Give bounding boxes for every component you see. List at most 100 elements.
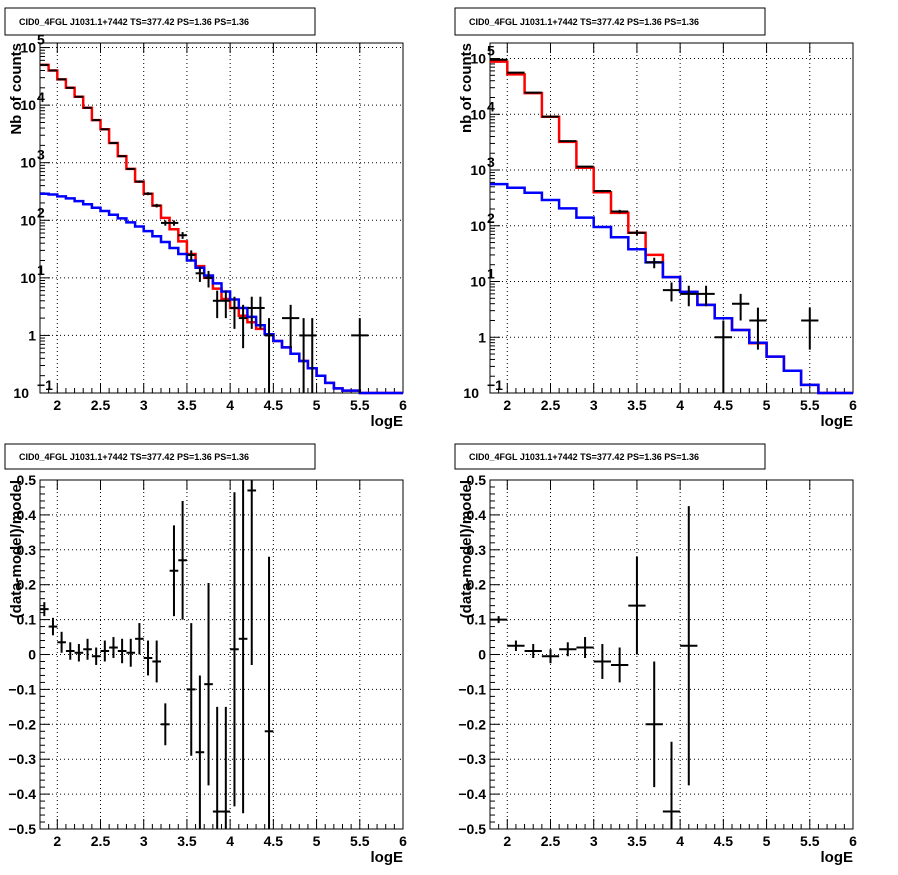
data-point	[91, 119, 101, 122]
y-tick-label: −0.5	[458, 821, 486, 837]
y-tick-label: 10	[20, 97, 36, 113]
data-point	[256, 296, 265, 329]
data-point	[490, 616, 508, 624]
x-tick-label: 4.5	[714, 397, 734, 413]
x-tick-label: 3	[140, 833, 148, 849]
data-point	[611, 209, 629, 214]
y-tick-label: −0.2	[458, 716, 486, 732]
data-point	[152, 640, 161, 683]
data-point	[100, 640, 110, 662]
y-tick-exponent: −1	[487, 377, 503, 393]
x-tick-label: 4	[226, 833, 234, 849]
y-tick-label: 10	[470, 274, 486, 290]
data-point	[247, 480, 257, 665]
y-tick-label: −0.3	[458, 751, 486, 767]
title-box	[454, 443, 766, 470]
data-point	[662, 741, 681, 829]
data-point	[732, 293, 750, 321]
y-tick-exponent: 4	[487, 98, 495, 114]
pad-4: CID0_4FGL J1031.1+7442 TS=377.42 PS=1.36…	[454, 443, 857, 866]
y-axis-label: nb of counts	[458, 43, 475, 133]
data-point	[801, 307, 819, 350]
x-tick-label: 5	[763, 397, 771, 413]
data-point	[238, 304, 248, 349]
data-point	[126, 167, 136, 170]
data-point	[161, 220, 170, 226]
data-point	[593, 189, 611, 193]
x-tick-label: 2	[53, 833, 61, 849]
y-tick-label: −0.1	[8, 681, 36, 697]
data-point	[143, 192, 153, 196]
data-point	[135, 623, 144, 655]
data-point	[230, 296, 239, 329]
data-point	[576, 165, 594, 168]
data-point	[195, 266, 205, 282]
pad-2: CID0_4FGL J1031.1+7442 TS=377.42 PS=1.36…	[454, 7, 857, 430]
data-point	[645, 257, 663, 269]
y-tick-label: 10	[470, 218, 486, 234]
data-point	[204, 270, 213, 288]
x-axis-label: logE	[371, 849, 404, 866]
x-tick-label: 2.5	[541, 397, 561, 413]
data-point	[541, 649, 560, 664]
data-point	[65, 642, 75, 660]
y-tick-label: 0.3	[17, 542, 37, 558]
x-tick-label: 3.5	[627, 397, 647, 413]
x-tick-label: 2	[503, 833, 511, 849]
data-point	[212, 290, 222, 319]
data-point	[40, 602, 49, 617]
y-tick-label: 0.3	[467, 542, 487, 558]
y-tick-label: 0.1	[467, 612, 487, 628]
title-box	[454, 7, 766, 36]
data-point	[264, 318, 274, 393]
x-axis-label: logE	[821, 849, 854, 866]
data-point	[178, 232, 187, 239]
data-point	[264, 556, 274, 829]
x-tick-label: 4	[676, 397, 684, 413]
x-axis-label: logE	[371, 413, 404, 430]
x-tick-label: 2	[503, 397, 511, 413]
x-tick-label: 5	[313, 833, 321, 849]
data-point	[662, 282, 681, 302]
x-tick-label: 5	[763, 833, 771, 849]
data-point	[524, 644, 542, 658]
data-point	[697, 285, 715, 307]
y-tick-label: 0.1	[17, 612, 37, 628]
x-tick-label: 3	[140, 397, 148, 413]
data-point	[714, 320, 732, 393]
y-axis-label: Nb of counts	[8, 43, 25, 135]
data-point	[507, 640, 525, 652]
y-tick-label: 10	[470, 106, 486, 122]
x-tick-label: 4.5	[264, 397, 284, 413]
y-tick-exponent: 5	[487, 43, 495, 59]
y-tick-exponent: −1	[37, 377, 53, 393]
data-point	[645, 661, 663, 788]
x-tick-label: 6	[399, 833, 407, 849]
data-point	[169, 525, 179, 617]
x-tick-label: 4.5	[264, 833, 284, 849]
x-tick-label: 5.5	[350, 833, 370, 849]
y-tick-label: −0.4	[458, 786, 486, 802]
data-point	[576, 637, 594, 658]
data-point	[135, 180, 144, 183]
y-tick-label: 0.4	[17, 507, 37, 523]
x-tick-label: 2.5	[541, 833, 561, 849]
y-axis-label: (data-model)/model	[8, 480, 25, 618]
y-axis-label: (data-model)/model	[458, 480, 475, 618]
data-point	[307, 318, 317, 393]
y-tick-exponent: 2	[37, 204, 45, 220]
data-point	[221, 706, 231, 829]
data-point	[100, 128, 110, 131]
data-point	[57, 631, 66, 653]
data-point	[83, 638, 92, 660]
y-tick-label: 0	[478, 647, 486, 663]
data-point	[161, 703, 170, 746]
pad-1: CID0_4FGL J1031.1+7442 TS=377.42 PS=1.36…	[4, 7, 407, 430]
data-point	[74, 644, 84, 662]
x-tick-label: 4.5	[714, 833, 734, 849]
data-point	[230, 492, 239, 807]
y-tick-exponent: 5	[37, 32, 45, 48]
y-tick-label: 10	[20, 155, 36, 171]
x-tick-label: 3	[590, 397, 598, 413]
y-tick-label: 0.4	[467, 507, 487, 523]
